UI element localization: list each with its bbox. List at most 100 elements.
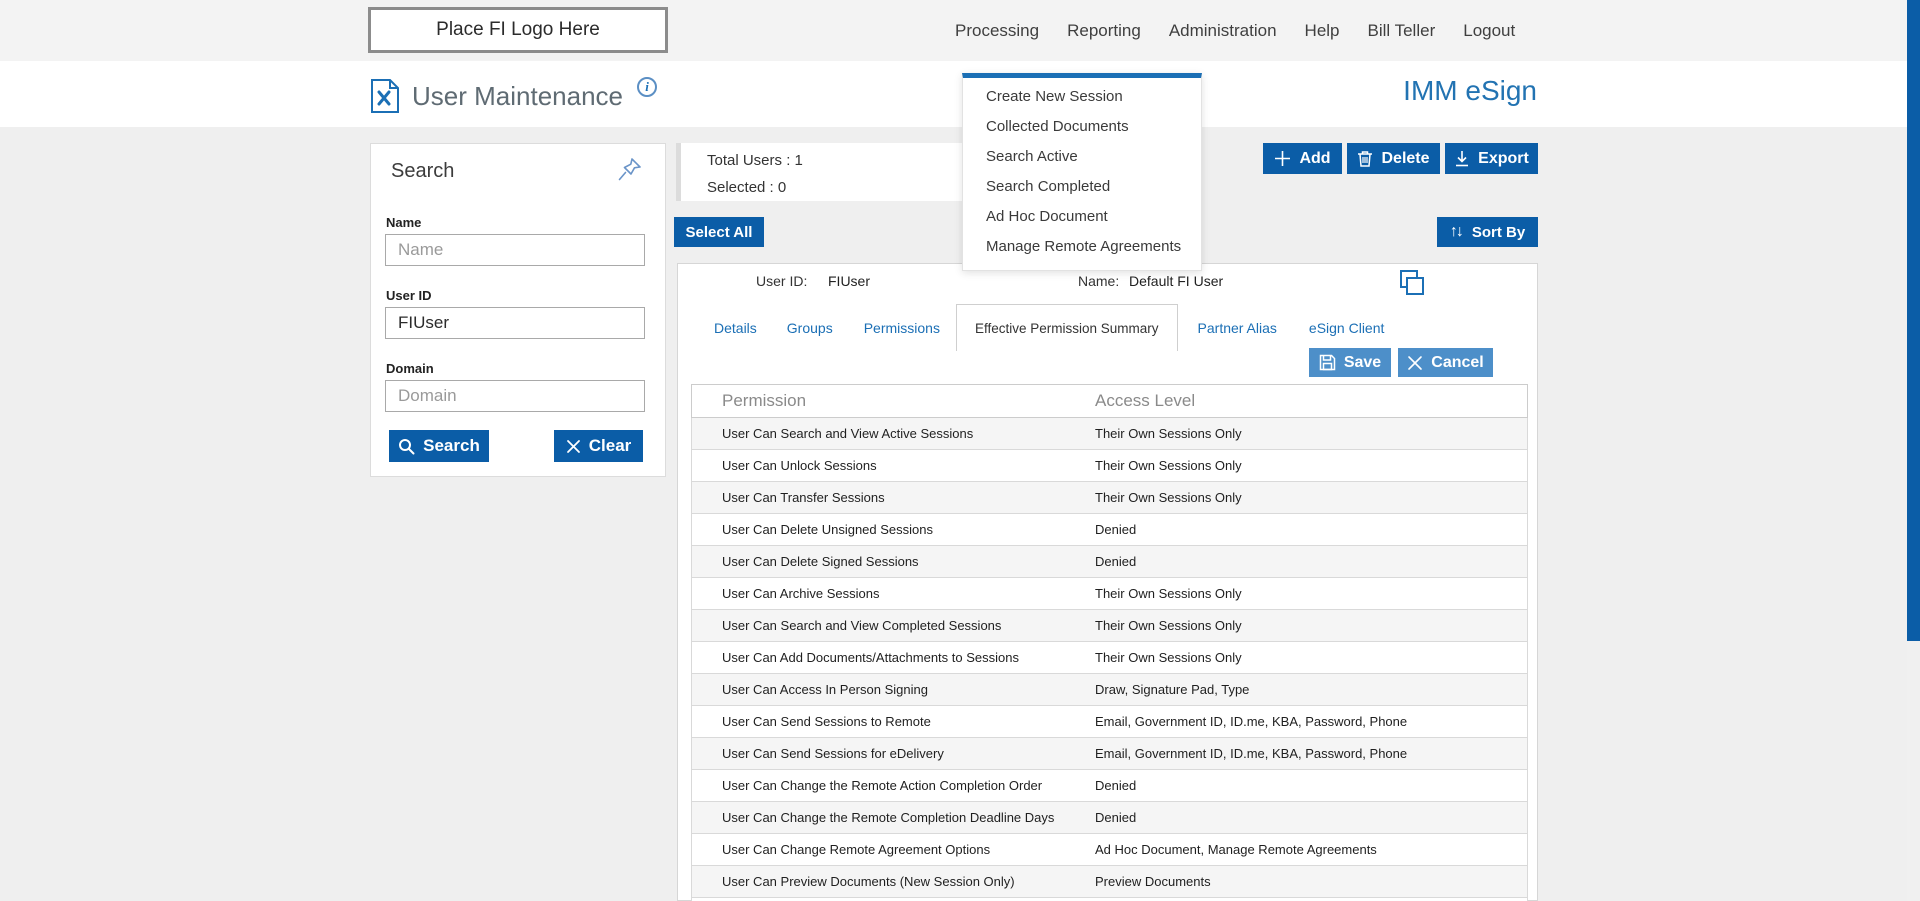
- domain-input[interactable]: [385, 380, 645, 412]
- menu-item[interactable]: Search Completed: [986, 178, 1111, 195]
- nav-item[interactable]: Reporting: [1067, 20, 1141, 40]
- user-detail-panel: User ID: FIUser Name: Default FI User De…: [677, 263, 1538, 901]
- pin-icon[interactable]: [617, 156, 643, 182]
- tab-groups[interactable]: Groups: [786, 319, 833, 336]
- permissions-table: Permission Access Level User Can Search …: [691, 384, 1528, 901]
- table-row: User Can Add Documents/Attachments to Se…: [691, 642, 1528, 674]
- table-row: User Can Change Remote Agreement Options…: [691, 834, 1528, 866]
- access-level-cell: Draw, Signature Pad, Type: [1095, 682, 1250, 697]
- userid-field-label: User ID: [386, 288, 432, 303]
- name-value: Default FI User: [1129, 273, 1224, 289]
- results-summary: Total Users : 1 Selected : 0: [676, 143, 976, 201]
- tab-partner-alias[interactable]: Partner Alias: [1197, 319, 1277, 336]
- permission-cell: User Can Delete Signed Sessions: [722, 554, 919, 569]
- table-row: User Can Send Sessions for eDelivery Ema…: [691, 738, 1528, 770]
- permission-cell: User Can Delete Unsigned Sessions: [722, 522, 933, 537]
- permission-cell: User Can Change Remote Agreement Options: [722, 842, 991, 857]
- menu-item[interactable]: Collected Documents: [986, 118, 1129, 135]
- access-level-cell: Email, Government ID, ID.me, KBA, Passwo…: [1095, 714, 1408, 729]
- search-icon: [399, 438, 415, 454]
- table-row: User Can Search and View Completed Sessi…: [691, 610, 1528, 642]
- nav-item[interactable]: Logout: [1463, 20, 1516, 40]
- page-title: User Maintenance: [412, 81, 623, 111]
- table-row: User Can Archive Sessions Their Own Sess…: [691, 578, 1528, 610]
- menu-item[interactable]: Manage Remote Agreements: [986, 238, 1182, 255]
- scrollbar-thumb[interactable]: [1907, 0, 1920, 641]
- user-id-value: FIUser: [828, 273, 870, 289]
- page-header: User Maintenance i IMM eSign: [0, 61, 1920, 127]
- save-button[interactable]: Save: [1309, 348, 1391, 377]
- permission-cell: User Can Access In Person Signing: [722, 682, 928, 697]
- download-icon: [1456, 151, 1469, 167]
- detail-tabs: Details Groups Permissions Effective Per…: [678, 304, 1539, 351]
- search-panel: Search Name User ID Domain Search Clear: [370, 143, 666, 477]
- nav-item[interactable]: Administration: [1168, 20, 1277, 40]
- menu-item[interactable]: Create New Session: [986, 88, 1123, 105]
- domain-field-label: Domain: [386, 361, 434, 376]
- access-level-cell: Ad Hoc Document, Manage Remote Agreement…: [1095, 842, 1377, 857]
- close-icon: [1408, 355, 1423, 370]
- permission-cell: User Can Preview Documents (New Session …: [722, 874, 1015, 889]
- tab-esign-client[interactable]: eSign Client: [1308, 319, 1385, 336]
- permission-cell: User Can Search and View Active Sessions: [722, 426, 974, 441]
- access-level-cell: Their Own Sessions Only: [1095, 586, 1242, 601]
- permission-cell: User Can Unlock Sessions: [722, 458, 877, 473]
- access-level-cell: Their Own Sessions Only: [1095, 490, 1242, 505]
- total-users-count: Total Users : 1: [707, 152, 803, 169]
- access-level-column-header: Access Level: [1095, 391, 1196, 410]
- nav-item[interactable]: Bill Teller: [1367, 20, 1436, 40]
- name-field-label: Name: [386, 215, 422, 230]
- menu-item[interactable]: Ad Hoc Document: [986, 208, 1108, 225]
- access-level-cell: Denied: [1095, 778, 1137, 793]
- access-level-cell: Denied: [1095, 554, 1137, 569]
- userid-input[interactable]: [385, 307, 645, 339]
- cancel-button[interactable]: Cancel: [1398, 348, 1493, 377]
- permission-cell: User Can Transfer Sessions: [722, 490, 885, 505]
- access-level-cell: Email, Government ID, ID.me, KBA, Passwo…: [1095, 746, 1408, 761]
- permission-cell: User Can Send Sessions to Remote: [722, 714, 931, 729]
- table-row-partial: [691, 898, 1528, 901]
- table-row: User Can Preview Documents (New Session …: [691, 866, 1528, 898]
- tab-permissions[interactable]: Permissions: [863, 319, 940, 336]
- processing-dropdown-menu: Create New Session Collected Documents Sea…: [962, 73, 1202, 271]
- access-level-cell: Denied: [1095, 522, 1137, 537]
- menu-item[interactable]: Search Active: [986, 148, 1078, 165]
- main-nav: Processing Reporting Administration Help Bil…: [955, 0, 1515, 61]
- nav-item[interactable]: Processing: [955, 20, 1040, 40]
- permission-column-header: Permission: [722, 391, 807, 410]
- brand-logo: IMM eSign: [1403, 75, 1537, 106]
- select-all-button[interactable]: Select All: [674, 217, 764, 247]
- permission-cell: User Can Search and View Completed Sessi…: [722, 618, 1002, 633]
- close-icon: [566, 439, 580, 453]
- permission-cell: User Can Change the Remote Action Comple…: [722, 778, 1043, 793]
- sort-by-button[interactable]: ↑↓ Sort By: [1437, 217, 1538, 247]
- sort-arrows-icon: ↑↓: [1449, 223, 1464, 240]
- nav-item[interactable]: Help: [1304, 20, 1340, 40]
- table-header: Permission Access Level: [691, 384, 1528, 418]
- search-button[interactable]: Search: [389, 430, 489, 462]
- export-button[interactable]: Export: [1445, 143, 1538, 174]
- scrollbar-track[interactable]: [1907, 641, 1920, 901]
- copy-icon[interactable]: [1398, 270, 1426, 298]
- tab-details[interactable]: Details: [714, 319, 757, 336]
- tab-effective-permission-summary[interactable]: Effective Permission Summary: [955, 304, 1178, 351]
- permission-cell: User Can Change the Remote Completion De…: [722, 810, 1055, 825]
- table-row: User Can Unlock Sessions Their Own Sessi…: [691, 450, 1528, 482]
- table-body: User Can Search and View Active Sessions…: [691, 418, 1528, 898]
- save-icon: [1319, 354, 1336, 371]
- table-row: User Can Send Sessions to Remote Email, …: [691, 706, 1528, 738]
- search-panel-title: Search: [391, 160, 455, 182]
- access-level-cell: Their Own Sessions Only: [1095, 426, 1242, 441]
- table-row: User Can Access In Person Signing Draw, …: [691, 674, 1528, 706]
- add-button[interactable]: Add: [1263, 143, 1342, 174]
- access-level-cell: Their Own Sessions Only: [1095, 458, 1242, 473]
- fi-logo-placeholder: Place FI Logo Here: [368, 7, 668, 53]
- clear-button[interactable]: Clear: [554, 430, 643, 462]
- delete-button[interactable]: Delete: [1347, 143, 1440, 174]
- user-id-label: User ID:: [756, 273, 808, 289]
- permission-cell: User Can Send Sessions for eDelivery: [722, 746, 944, 761]
- permission-cell: User Can Add Documents/Attachments to Se…: [722, 650, 1019, 665]
- name-input[interactable]: [385, 234, 645, 266]
- info-icon[interactable]: i: [637, 77, 657, 97]
- access-level-cell: Their Own Sessions Only: [1095, 618, 1242, 633]
